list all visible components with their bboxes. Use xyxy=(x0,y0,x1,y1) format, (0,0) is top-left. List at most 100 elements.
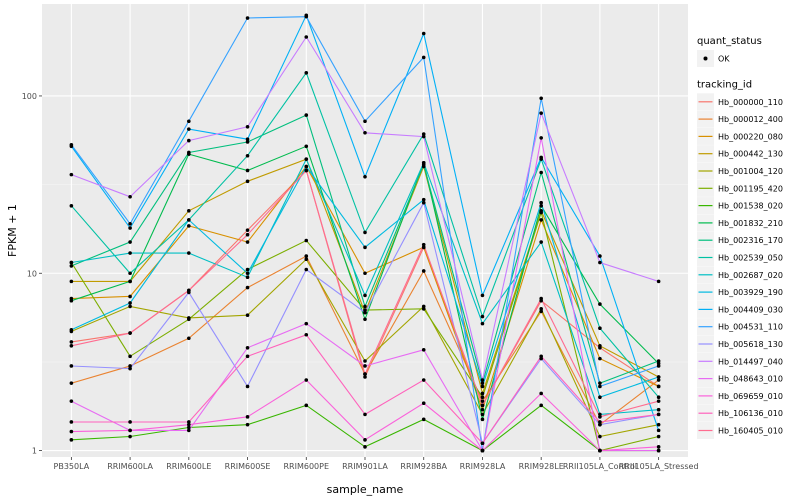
data-point xyxy=(69,264,74,268)
legend-label: Hb_048643_010 xyxy=(718,375,783,384)
data-point xyxy=(480,412,485,417)
data-point xyxy=(656,407,661,412)
data-point xyxy=(656,364,661,368)
data-point xyxy=(656,448,661,453)
x-tick-label: RRIM600LE xyxy=(166,462,211,471)
legend-title: tracking_id xyxy=(697,79,752,90)
data-point xyxy=(421,31,426,36)
data-point xyxy=(363,359,367,363)
data-point xyxy=(480,378,485,382)
data-point xyxy=(480,407,485,412)
data-point xyxy=(480,391,485,396)
legend-item: Hb_005618_130 xyxy=(697,335,783,353)
data-point xyxy=(245,275,250,280)
data-point xyxy=(69,172,74,177)
data-point xyxy=(245,384,250,389)
x-tick-label: RRIM600LA xyxy=(107,462,153,471)
data-point xyxy=(656,378,661,382)
data-point xyxy=(539,218,543,222)
data-point xyxy=(421,200,426,205)
data-point xyxy=(421,417,426,422)
legend-label: Hb_001195_420 xyxy=(718,184,783,193)
data-point xyxy=(128,304,132,309)
data-point xyxy=(656,399,661,403)
data-point xyxy=(304,403,309,408)
data-point xyxy=(304,113,309,117)
data-point xyxy=(598,395,602,400)
data-point xyxy=(304,257,309,262)
data-point xyxy=(187,224,191,228)
data-point xyxy=(539,307,543,311)
data-point xyxy=(187,317,191,322)
data-points xyxy=(69,13,661,453)
x-tick-label: RRIM928LA xyxy=(460,462,506,471)
data-point xyxy=(480,403,485,408)
legend-item: Hb_000220_080 xyxy=(697,127,783,145)
data-point xyxy=(539,403,543,408)
data-point xyxy=(480,417,485,422)
data-point xyxy=(363,119,367,124)
y-tick-label: 10 xyxy=(27,269,37,278)
data-point xyxy=(598,356,602,361)
data-point xyxy=(128,331,132,335)
data-point xyxy=(656,412,661,417)
data-point xyxy=(69,381,74,385)
legend-point-icon xyxy=(703,56,708,61)
data-point xyxy=(128,434,132,439)
data-point xyxy=(363,245,367,250)
data-point xyxy=(480,314,485,319)
data-point xyxy=(304,14,309,19)
legend-item: Hb_003929_190 xyxy=(697,283,783,301)
data-point xyxy=(598,343,602,348)
data-point xyxy=(128,301,132,305)
legend-item: Hb_000442_130 xyxy=(697,145,783,163)
data-point xyxy=(421,348,426,352)
legend-label: OK xyxy=(718,55,730,64)
data-point xyxy=(656,445,661,449)
data-point xyxy=(69,298,74,303)
data-point xyxy=(363,271,367,276)
data-point xyxy=(128,354,132,359)
data-point xyxy=(363,438,367,442)
legend-label: Hb_001832_210 xyxy=(718,219,783,228)
x-tick-label: RRIM901LA xyxy=(342,462,388,471)
data-point xyxy=(598,448,602,453)
x-tick-label: RRII105LA_Stressed xyxy=(619,462,699,471)
data-point xyxy=(245,285,250,290)
data-point xyxy=(187,428,191,433)
data-point xyxy=(69,420,74,424)
data-point xyxy=(69,343,74,348)
data-point xyxy=(363,130,367,135)
data-point xyxy=(304,321,309,326)
data-point xyxy=(187,420,191,424)
legend-item: Hb_001832_210 xyxy=(697,214,783,232)
data-point xyxy=(69,279,74,284)
legend-item: Hb_048643_010 xyxy=(697,370,783,388)
legend-label: Hb_106136_010 xyxy=(718,409,783,418)
data-point xyxy=(128,366,132,371)
data-point xyxy=(598,381,602,385)
data-point xyxy=(421,242,426,247)
y-tick-label: 100 xyxy=(22,92,37,101)
data-point xyxy=(480,399,485,403)
data-point xyxy=(128,251,132,255)
data-point xyxy=(598,422,602,427)
x-tick-label: RRIM600PE xyxy=(284,462,330,471)
data-point xyxy=(245,228,250,232)
data-point xyxy=(304,35,309,39)
data-point xyxy=(128,294,132,299)
legend-item: Hb_004531_110 xyxy=(697,318,783,336)
data-point xyxy=(128,420,132,424)
legend-label: Hb_000442_130 xyxy=(718,150,783,159)
data-point xyxy=(598,254,602,258)
data-point xyxy=(187,138,191,143)
data-point xyxy=(539,136,543,140)
data-point xyxy=(128,226,132,230)
data-point xyxy=(421,307,426,311)
data-point xyxy=(187,251,191,255)
data-point xyxy=(421,55,426,60)
data-point xyxy=(598,326,602,330)
legend-label: Hb_001538_020 xyxy=(718,202,783,211)
legend-label: Hb_000000_110 xyxy=(718,98,783,107)
data-point xyxy=(656,434,661,439)
